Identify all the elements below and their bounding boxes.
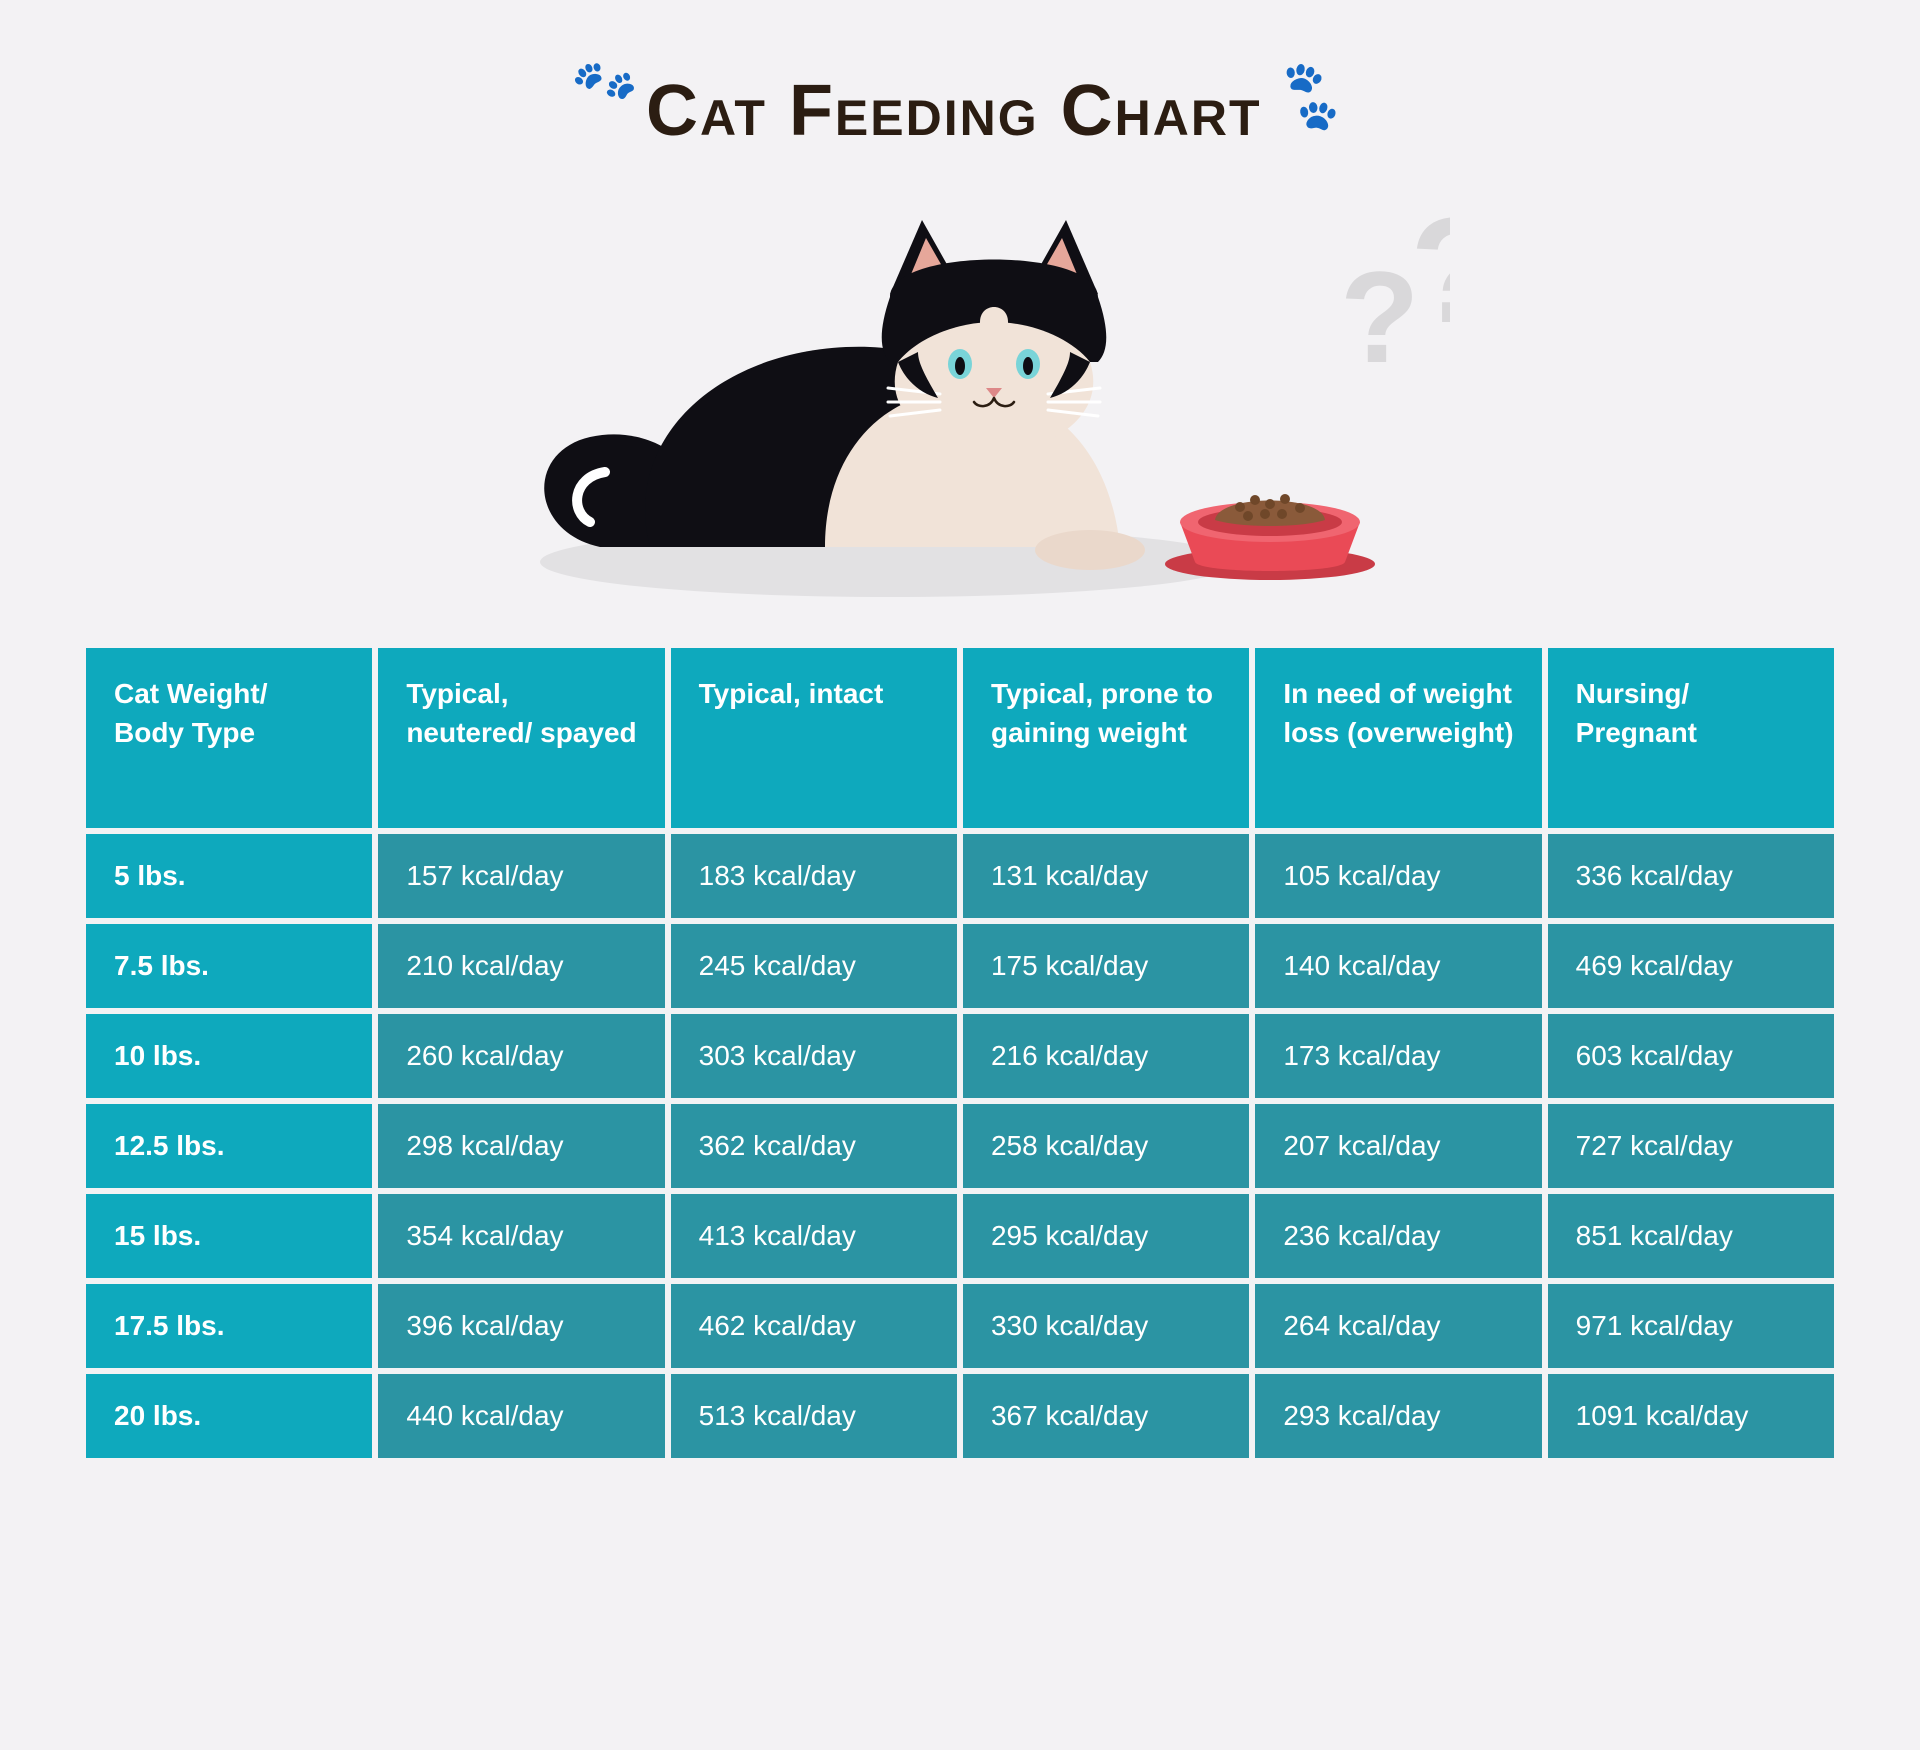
data-cell: 298 kcal/day bbox=[378, 1104, 664, 1188]
cat-illustration: ? ? bbox=[80, 202, 1840, 602]
data-cell: 105 kcal/day bbox=[1255, 834, 1541, 918]
data-cell: 971 kcal/day bbox=[1548, 1284, 1834, 1368]
data-cell: 260 kcal/day bbox=[378, 1014, 664, 1098]
table-row: 12.5 lbs.298 kcal/day362 kcal/day258 kca… bbox=[86, 1104, 1834, 1188]
col-header: Typical, neutered/ spayed bbox=[378, 648, 664, 828]
data-cell: 258 kcal/day bbox=[963, 1104, 1249, 1188]
data-cell: 362 kcal/day bbox=[671, 1104, 957, 1188]
row-label: 12.5 lbs. bbox=[86, 1104, 372, 1188]
data-cell: 157 kcal/day bbox=[378, 834, 664, 918]
data-cell: 210 kcal/day bbox=[378, 924, 664, 1008]
data-cell: 851 kcal/day bbox=[1548, 1194, 1834, 1278]
data-cell: 216 kcal/day bbox=[963, 1014, 1249, 1098]
data-cell: 293 kcal/day bbox=[1255, 1374, 1541, 1458]
col-header: Typical, intact bbox=[671, 648, 957, 828]
data-cell: 396 kcal/day bbox=[378, 1284, 664, 1368]
data-cell: 175 kcal/day bbox=[963, 924, 1249, 1008]
col-header: Cat Weight/ Body Type bbox=[86, 648, 372, 828]
feeding-chart-table: Cat Weight/ Body Type Typical, neutered/… bbox=[80, 642, 1840, 1464]
data-cell: 236 kcal/day bbox=[1255, 1194, 1541, 1278]
paw-print-icon: 🐾 bbox=[1263, 50, 1357, 142]
data-cell: 245 kcal/day bbox=[671, 924, 957, 1008]
data-cell: 207 kcal/day bbox=[1255, 1104, 1541, 1188]
data-cell: 295 kcal/day bbox=[963, 1194, 1249, 1278]
table-row: 20 lbs.440 kcal/day513 kcal/day367 kcal/… bbox=[86, 1374, 1834, 1458]
data-cell: 173 kcal/day bbox=[1255, 1014, 1541, 1098]
data-cell: 336 kcal/day bbox=[1548, 834, 1834, 918]
table-row: 15 lbs.354 kcal/day413 kcal/day295 kcal/… bbox=[86, 1194, 1834, 1278]
row-label: 15 lbs. bbox=[86, 1194, 372, 1278]
table-header: Cat Weight/ Body Type Typical, neutered/… bbox=[86, 648, 1834, 828]
title-row: 🐾 Cat Feeding Chart 🐾 bbox=[80, 70, 1840, 152]
svg-text:?: ? bbox=[1340, 244, 1419, 390]
data-cell: 131 kcal/day bbox=[963, 834, 1249, 918]
data-cell: 469 kcal/day bbox=[1548, 924, 1834, 1008]
svg-text:?: ? bbox=[1410, 202, 1450, 354]
col-header: Nursing/ Pregnant bbox=[1548, 648, 1834, 828]
table-row: 10 lbs.260 kcal/day303 kcal/day216 kcal/… bbox=[86, 1014, 1834, 1098]
data-cell: 354 kcal/day bbox=[378, 1194, 664, 1278]
page-title: Cat Feeding Chart bbox=[646, 70, 1262, 152]
data-cell: 330 kcal/day bbox=[963, 1284, 1249, 1368]
data-cell: 264 kcal/day bbox=[1255, 1284, 1541, 1368]
data-cell: 462 kcal/day bbox=[671, 1284, 957, 1368]
row-label: 20 lbs. bbox=[86, 1374, 372, 1458]
cat-with-bowl-svg: ? ? bbox=[470, 202, 1450, 602]
row-label: 7.5 lbs. bbox=[86, 924, 372, 1008]
data-cell: 303 kcal/day bbox=[671, 1014, 957, 1098]
data-cell: 1091 kcal/day bbox=[1548, 1374, 1834, 1458]
col-header: In need of weight loss (overweight) bbox=[1255, 648, 1541, 828]
table-row: 17.5 lbs.396 kcal/day462 kcal/day330 kca… bbox=[86, 1284, 1834, 1368]
data-cell: 140 kcal/day bbox=[1255, 924, 1541, 1008]
data-cell: 603 kcal/day bbox=[1548, 1014, 1834, 1098]
data-cell: 413 kcal/day bbox=[671, 1194, 957, 1278]
data-cell: 183 kcal/day bbox=[671, 834, 957, 918]
col-header: Typical, prone to gaining weight bbox=[963, 648, 1249, 828]
table-row: 7.5 lbs.210 kcal/day245 kcal/day175 kcal… bbox=[86, 924, 1834, 1008]
row-label: 5 lbs. bbox=[86, 834, 372, 918]
table-body: 5 lbs.157 kcal/day183 kcal/day131 kcal/d… bbox=[86, 834, 1834, 1458]
table-row: 5 lbs.157 kcal/day183 kcal/day131 kcal/d… bbox=[86, 834, 1834, 918]
data-cell: 440 kcal/day bbox=[378, 1374, 664, 1458]
row-label: 10 lbs. bbox=[86, 1014, 372, 1098]
data-cell: 727 kcal/day bbox=[1548, 1104, 1834, 1188]
row-label: 17.5 lbs. bbox=[86, 1284, 372, 1368]
data-cell: 513 kcal/day bbox=[671, 1374, 957, 1458]
paw-print-icon: 🐾 bbox=[565, 42, 643, 119]
data-cell: 367 kcal/day bbox=[963, 1374, 1249, 1458]
